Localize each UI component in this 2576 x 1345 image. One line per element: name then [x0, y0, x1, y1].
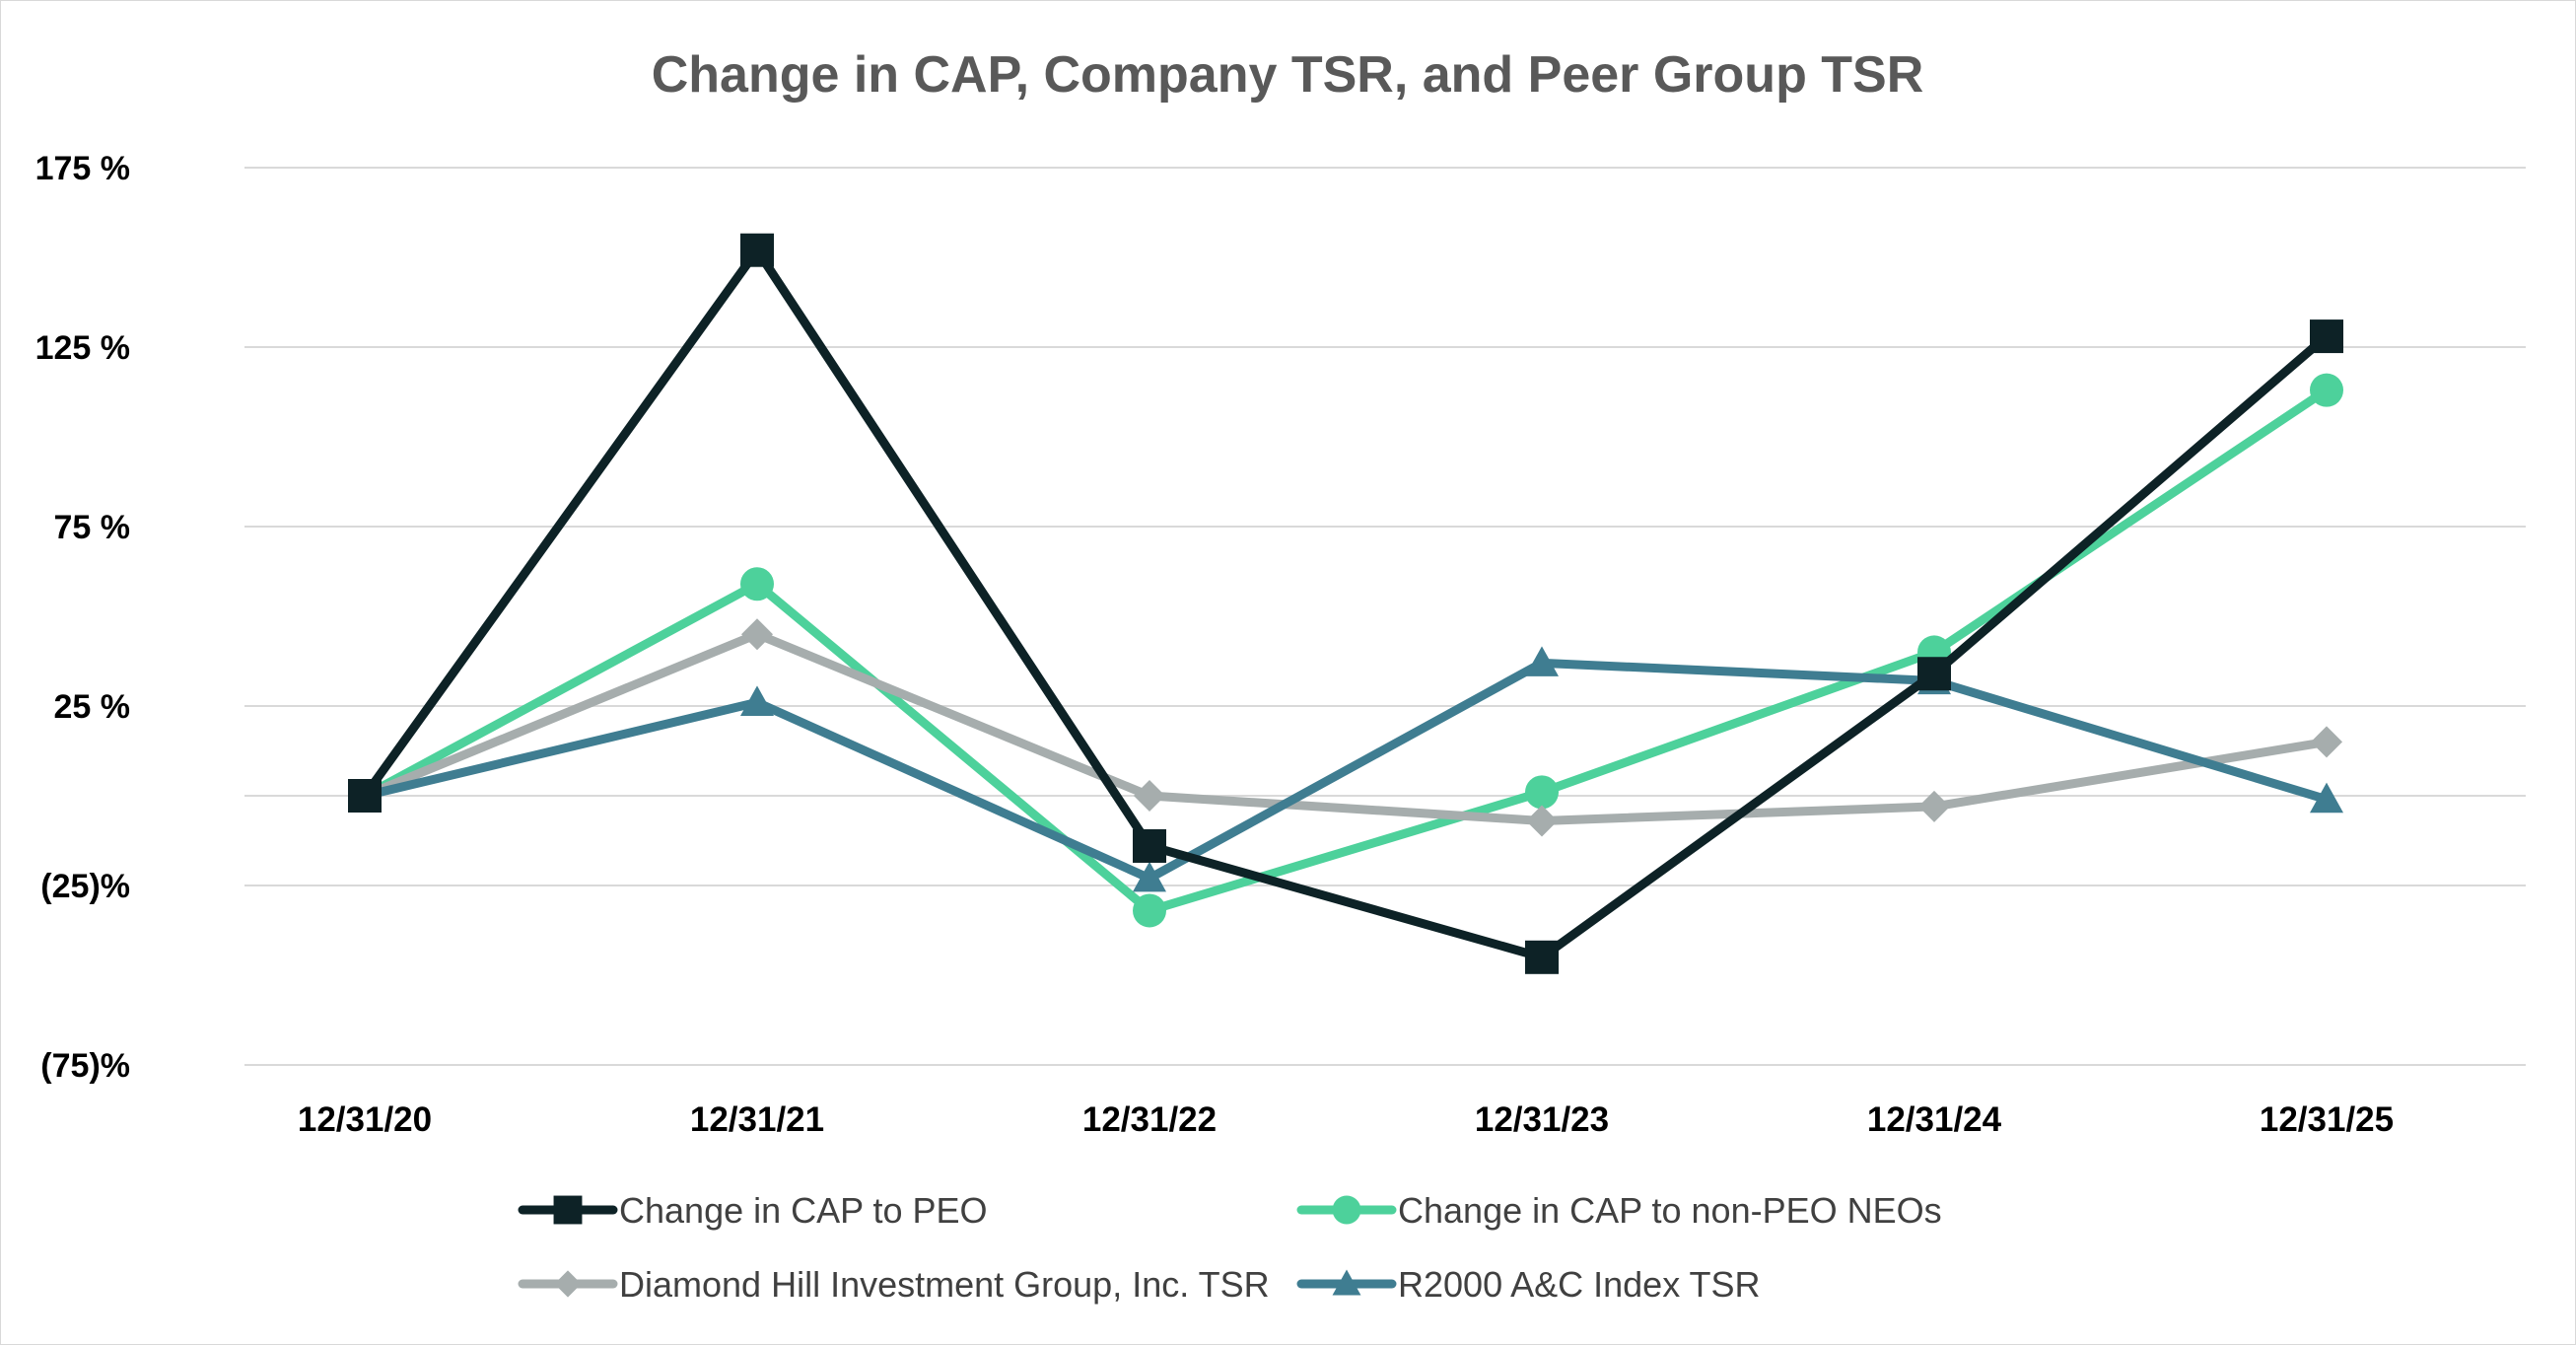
- legend-label: Diamond Hill Investment Group, Inc. TSR: [619, 1264, 1270, 1305]
- y-tick-label: 25 %: [54, 688, 131, 726]
- data-point-circle: [1133, 893, 1166, 928]
- data-point-diamond: [741, 618, 773, 651]
- x-tick-label: 12/31/21: [690, 1100, 824, 1139]
- data-point-circle: [1332, 1195, 1361, 1225]
- data-point-triangle: [1525, 646, 1559, 676]
- data-point-square: [1133, 828, 1166, 863]
- data-point-circle: [740, 567, 774, 602]
- y-tick-label: 175 %: [35, 150, 130, 187]
- legend: Change in CAP to PEO Change in CAP to non…: [518, 1190, 1942, 1305]
- data-point-diamond: [554, 1270, 582, 1298]
- y-tick-label: 75 %: [54, 509, 131, 546]
- y-tick-label: 125 %: [35, 329, 130, 367]
- series-line: [360, 629, 2332, 825]
- data-point-square: [2310, 319, 2343, 354]
- series-line: [360, 386, 2332, 915]
- y-tick-label: (75)%: [40, 1047, 130, 1085]
- y-tick-label: (25)%: [40, 868, 130, 905]
- data-point-circle: [1525, 775, 1559, 810]
- data-point-triangle: [1332, 1269, 1361, 1296]
- legend-item: R2000 A&C Index TSR: [1296, 1264, 1761, 1305]
- x-tick-label: 12/31/24: [1867, 1100, 2002, 1139]
- data-point-square: [1525, 940, 1559, 974]
- legend-item: Diamond Hill Investment Group, Inc. TSR: [518, 1264, 1270, 1305]
- data-point-triangle: [2310, 782, 2343, 814]
- x-tick-label: 12/31/25: [2260, 1100, 2394, 1139]
- x-tick-label: 12/31/23: [1475, 1100, 1609, 1139]
- series-lines: [348, 233, 2343, 974]
- gridlines: [244, 167, 2526, 1066]
- data-point-square: [553, 1195, 583, 1225]
- data-point-diamond: [1526, 805, 1558, 837]
- data-point-diamond: [1918, 790, 1950, 822]
- data-point-square: [348, 779, 382, 813]
- chart-title: Change in CAP, Company TSR, and Peer Gro…: [652, 46, 1924, 104]
- legend-item: Change in CAP to PEO: [518, 1190, 988, 1231]
- legend-label: Change in CAP to PEO: [619, 1190, 988, 1231]
- data-point-triangle: [740, 685, 774, 716]
- data-point-circle: [2310, 373, 2343, 407]
- data-point-diamond: [2311, 726, 2342, 758]
- series-line: [360, 246, 2332, 962]
- series-line: [360, 658, 2332, 884]
- y-axis-ticks: 175 % 125 % 75 % 25 % (25)% (75)%: [35, 150, 130, 1085]
- x-tick-label: 12/31/20: [298, 1100, 432, 1139]
- series-square: [348, 233, 2343, 974]
- legend-item: Change in CAP to non-PEO NEOs: [1296, 1190, 1942, 1231]
- x-axis-ticks: 12/31/20 12/31/21 12/31/22 12/31/23 12/31/24…: [298, 1100, 2394, 1139]
- data-point-diamond: [1134, 780, 1165, 812]
- data-point-square: [740, 233, 774, 267]
- data-point-square: [1917, 657, 1951, 691]
- legend-label: Change in CAP to non-PEO NEOs: [1398, 1190, 1942, 1231]
- data-point-triangle: [1133, 861, 1166, 892]
- x-tick-label: 12/31/22: [1082, 1100, 1217, 1139]
- legend-label: R2000 A&C Index TSR: [1398, 1264, 1761, 1305]
